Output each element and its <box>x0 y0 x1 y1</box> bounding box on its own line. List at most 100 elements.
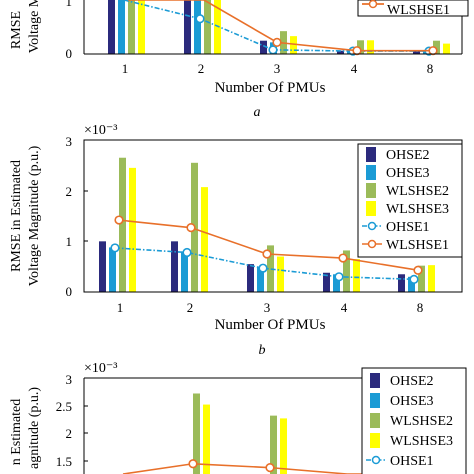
panel-a-legend: WLSHSE1 <box>357 0 469 18</box>
series-point-a-ohse1-3 <box>268 45 278 55</box>
panel-c-legend-label-ohse1: OHSE1 <box>390 454 434 469</box>
bar-b-ohse3-2 <box>181 251 188 292</box>
series-point-c-wlshse1-3 <box>265 463 275 473</box>
panel-a-legend-wlshse1-label: WLSHSE1 <box>387 3 450 18</box>
bar-a-wlshse2-1 <box>128 0 135 54</box>
panel-b-legend-box <box>357 143 463 258</box>
series-point-a-ohse1-2 <box>195 14 205 24</box>
series-point-b-wlshse1-4 <box>338 253 348 263</box>
panel-a: 1 0 1 2 3 4 8 Number Of PMUs RMSE Voltag… <box>9 0 469 120</box>
series-point-b-ohse1-2 <box>182 247 192 258</box>
panel-c-ytick-2_5: 2.5 <box>56 399 72 414</box>
series-point-a-wlshse1-8 <box>428 46 438 56</box>
bar-b-ohse2-2 <box>171 241 178 292</box>
series-point-c-wlshse1-2 <box>188 459 198 469</box>
bar-b-ohse3-8 <box>408 276 415 292</box>
panel-b-xtick-3: 3 <box>264 300 271 315</box>
bar-a-ohse2-1 <box>108 0 115 54</box>
panel-b-ylabel-line1: RMSE in Estimated <box>9 160 24 272</box>
panel-b-legend-swatch-ohse3 <box>366 165 376 180</box>
bar-b-ohse3-4 <box>333 274 340 292</box>
bar-a-ohse3-2 <box>194 0 201 54</box>
bar-c-wlshse3-2 <box>203 404 210 474</box>
panel-c-legend-label-wlshse3: WLSHSE3 <box>390 434 453 449</box>
panel-a-ylabel-line1: RMSE <box>9 11 24 49</box>
panel-b-ytick-2: 2 <box>66 184 73 199</box>
bar-c-wlshse2-3 <box>270 415 277 474</box>
panel-a-xtick-8: 8 <box>427 61 434 76</box>
panel-b-legend-label-ohse2: OHSE2 <box>386 148 430 163</box>
panel-a-xtick-2: 2 <box>198 61 205 76</box>
panel-a-ytick-0: 0 <box>66 46 73 61</box>
bar-c-wlshse2-2 <box>193 393 200 474</box>
panel-b-xtick-2: 2 <box>187 300 194 315</box>
panel-b-axes: 3 2 1 0 ×10⁻³ 1 2 3 4 8 Number Of PMUs R… <box>9 123 463 333</box>
bar-a-ohse2-2 <box>184 0 191 54</box>
bar-b-wlshse2-8 <box>418 265 425 292</box>
panel-a-lines <box>123 0 438 56</box>
bar-b-ohse2-1 <box>99 241 106 292</box>
bar-a-wlshse3-8 <box>443 43 450 54</box>
bar-b-ohse2-4 <box>323 272 330 292</box>
series-point-b-ohse1-8 <box>409 274 419 284</box>
panel-c-ylabel-line1: n Estimated <box>9 399 24 466</box>
panel-b-xtick-8: 8 <box>417 300 424 315</box>
panel-b-caption: b <box>259 343 266 358</box>
panel-a-legend-wlshse1-marker <box>368 0 378 9</box>
panel-c-axes: 3 2.5 2 1.5 ×10⁻³ n Estimated agnitude (… <box>9 361 463 474</box>
panel-a-ytick-1: 1 <box>66 0 73 9</box>
panel-c-legend-swatch-ohse2 <box>370 373 380 388</box>
panel-c-lines <box>122 459 423 474</box>
bar-b-wlshse2-3 <box>267 245 274 292</box>
panel-c-ytick-1_5: 1.5 <box>56 454 72 469</box>
bar-b-ohse2-8 <box>398 274 405 292</box>
series-point-b-wlshse1-1 <box>114 215 124 225</box>
panel-c-legend-label-wlshse2: WLSHSE2 <box>390 414 453 429</box>
panel-b-legend: OHSE2 OHSE3 WLSHSE2 WLSHSE3 OHSE1 WLSHSE1 <box>357 143 463 258</box>
panel-b-legend-marker-ohse1 <box>367 221 377 231</box>
bar-b-wlshse3-1 <box>129 167 136 292</box>
series-point-b-wlshse1-2 <box>186 223 196 233</box>
panel-c-ytick-2: 2 <box>66 426 73 441</box>
panel-b-legend-swatch-ohse2 <box>366 147 376 162</box>
panel-b-legend-label-wlshse2: WLSHSE2 <box>386 184 449 199</box>
panel-b: 3 2 1 0 ×10⁻³ 1 2 3 4 8 Number Of PMUs R… <box>9 123 463 358</box>
panel-c-legend-swatch-wlshse3 <box>370 433 380 448</box>
series-point-b-ohse1-3 <box>258 263 268 273</box>
series-point-a-wlshse1-4 <box>352 46 362 56</box>
bar-a-wlshse3-4 <box>367 40 374 54</box>
series-point-a-wlshse1-3 <box>272 37 282 47</box>
bar-b-wlshse3-2 <box>201 187 208 292</box>
panel-b-xtick-1: 1 <box>117 300 124 315</box>
bar-a-ohse2-3 <box>260 40 267 54</box>
panel-c-bars <box>193 393 287 474</box>
panel-b-legend-label-ohse3: OHSE3 <box>386 166 430 181</box>
panel-b-legend-label-ohse1: OHSE1 <box>386 220 430 235</box>
panel-b-legend-marker-wlshse1 <box>367 239 377 249</box>
series-point-b-wlshse1-3 <box>262 249 272 259</box>
bar-a-wlshse2-2 <box>204 0 211 54</box>
bar-a-ohse2-4 <box>337 50 344 54</box>
panel-b-ytick-1: 1 <box>66 234 73 249</box>
panel-c: 3 2.5 2 1.5 ×10⁻³ n Estimated agnitude (… <box>9 361 467 474</box>
panel-a-caption: a <box>254 105 261 120</box>
bar-a-ohse3-1 <box>118 0 125 54</box>
bar-b-wlshse2-1 <box>119 157 126 292</box>
panel-c-multiplier: ×10⁻³ <box>84 361 117 376</box>
bar-a-wlshse3-3 <box>290 36 297 54</box>
panel-a-xtick-3: 3 <box>274 61 281 76</box>
panel-c-ytick-3: 3 <box>66 372 73 387</box>
panel-b-ylabel-line2: Voltage Magnitude (p.u.) <box>27 145 42 286</box>
bar-c-wlshse3-3 <box>280 418 287 474</box>
bar-b-ohse3-3 <box>257 266 264 292</box>
panel-c-ylabel-line2: agnitude (p.u.) <box>27 387 42 469</box>
panel-c-legend-marker-ohse1 <box>371 455 381 465</box>
panel-a-xtick-1: 1 <box>122 61 129 76</box>
panel-b-ytick-0: 0 <box>66 284 73 299</box>
bar-a-wlshse2-4 <box>357 40 364 54</box>
panel-c-legend-swatch-ohse3 <box>370 393 380 408</box>
bar-b-wlshse3-3 <box>277 256 284 292</box>
panel-b-legend-label-wlshse1: WLSHSE1 <box>386 238 449 253</box>
